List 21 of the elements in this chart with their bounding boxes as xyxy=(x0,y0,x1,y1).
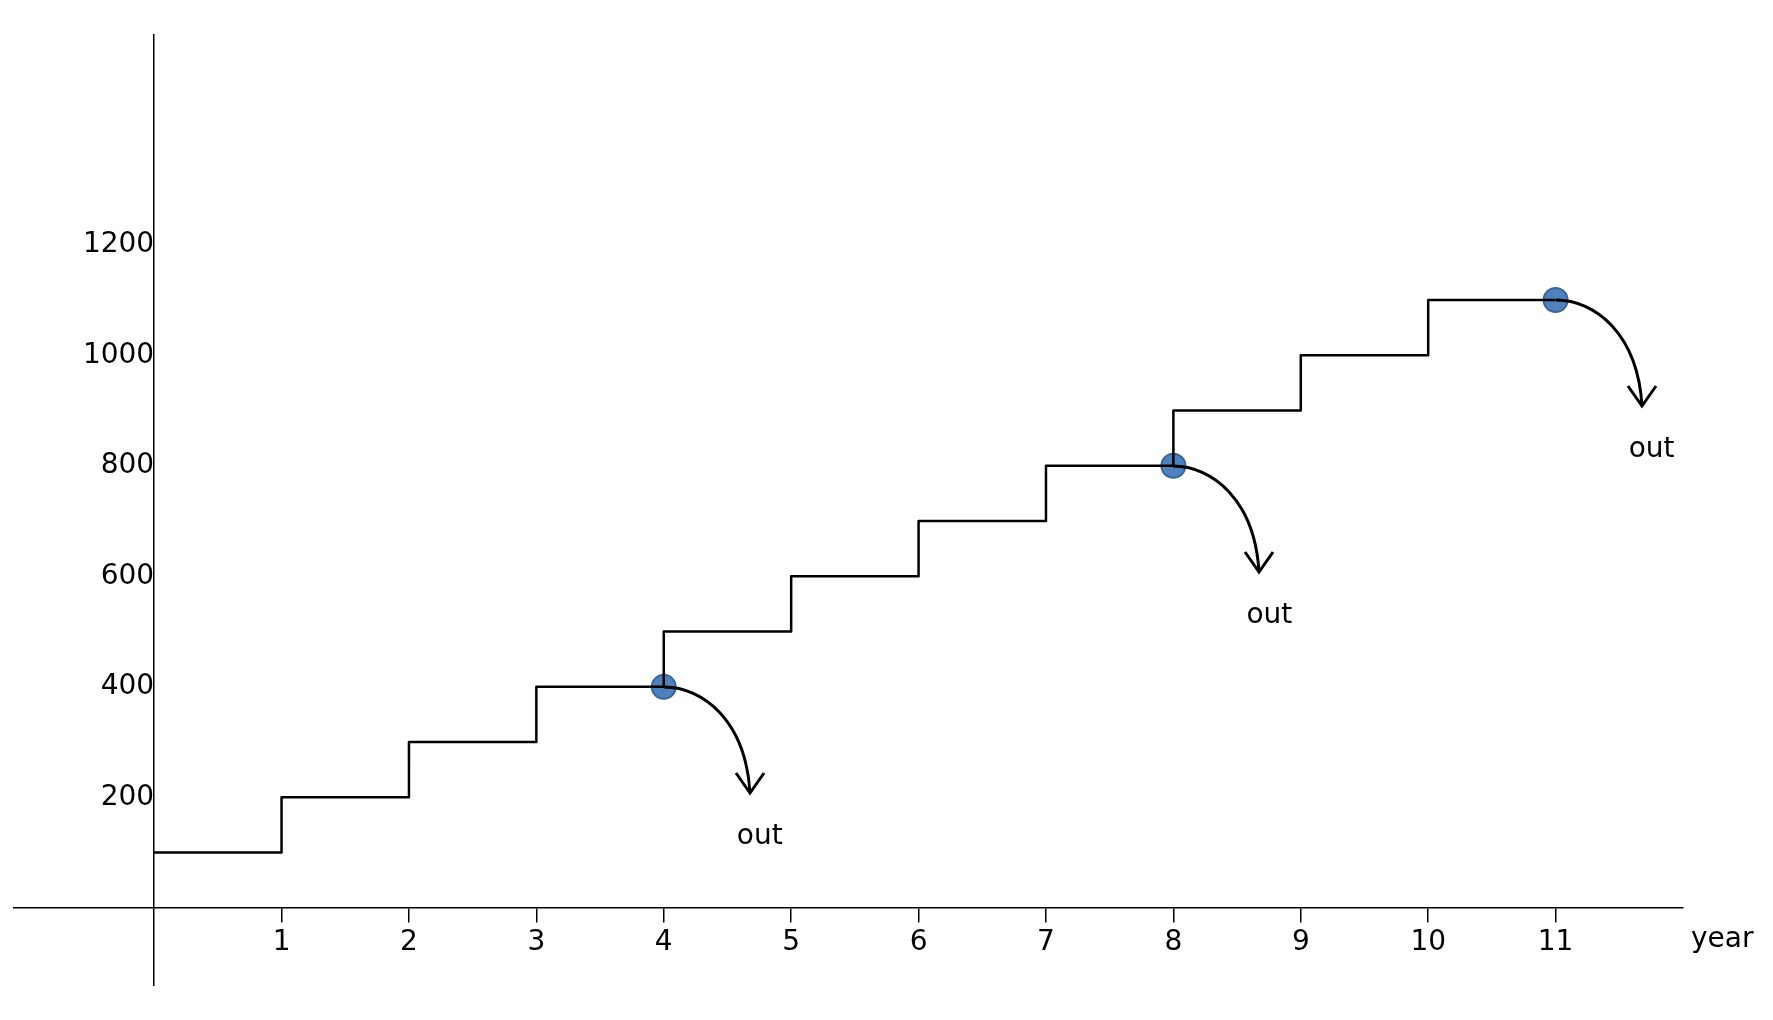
y-tick-label: 800 xyxy=(100,447,155,481)
y-tick-label: 600 xyxy=(100,557,155,591)
x-tick-label: 8 xyxy=(1164,923,1183,957)
x-tick-label: 2 xyxy=(400,923,418,957)
x-tick-label: 10 xyxy=(1410,923,1447,957)
x-tick-label: 4 xyxy=(654,923,673,957)
x-tick-label: 6 xyxy=(909,923,928,957)
y-tick-label: 200 xyxy=(100,778,155,812)
x-tick-label: 7 xyxy=(1037,923,1055,957)
x-tick-label: 1 xyxy=(272,923,291,957)
y-tick-label: 1200 xyxy=(82,226,155,260)
y-tick-label: 400 xyxy=(100,668,155,702)
x-axis-title: year xyxy=(1691,921,1754,955)
x-tick-label: 5 xyxy=(782,923,801,957)
annotation: out xyxy=(736,818,783,852)
x-tick-label: 9 xyxy=(1291,923,1310,957)
x-tick-label: 3 xyxy=(527,923,546,957)
y-tick-label: 1000 xyxy=(82,336,155,370)
x-tick-label: 11 xyxy=(1537,923,1574,957)
annotation: out xyxy=(1246,597,1293,631)
annotation: out xyxy=(1628,431,1675,465)
